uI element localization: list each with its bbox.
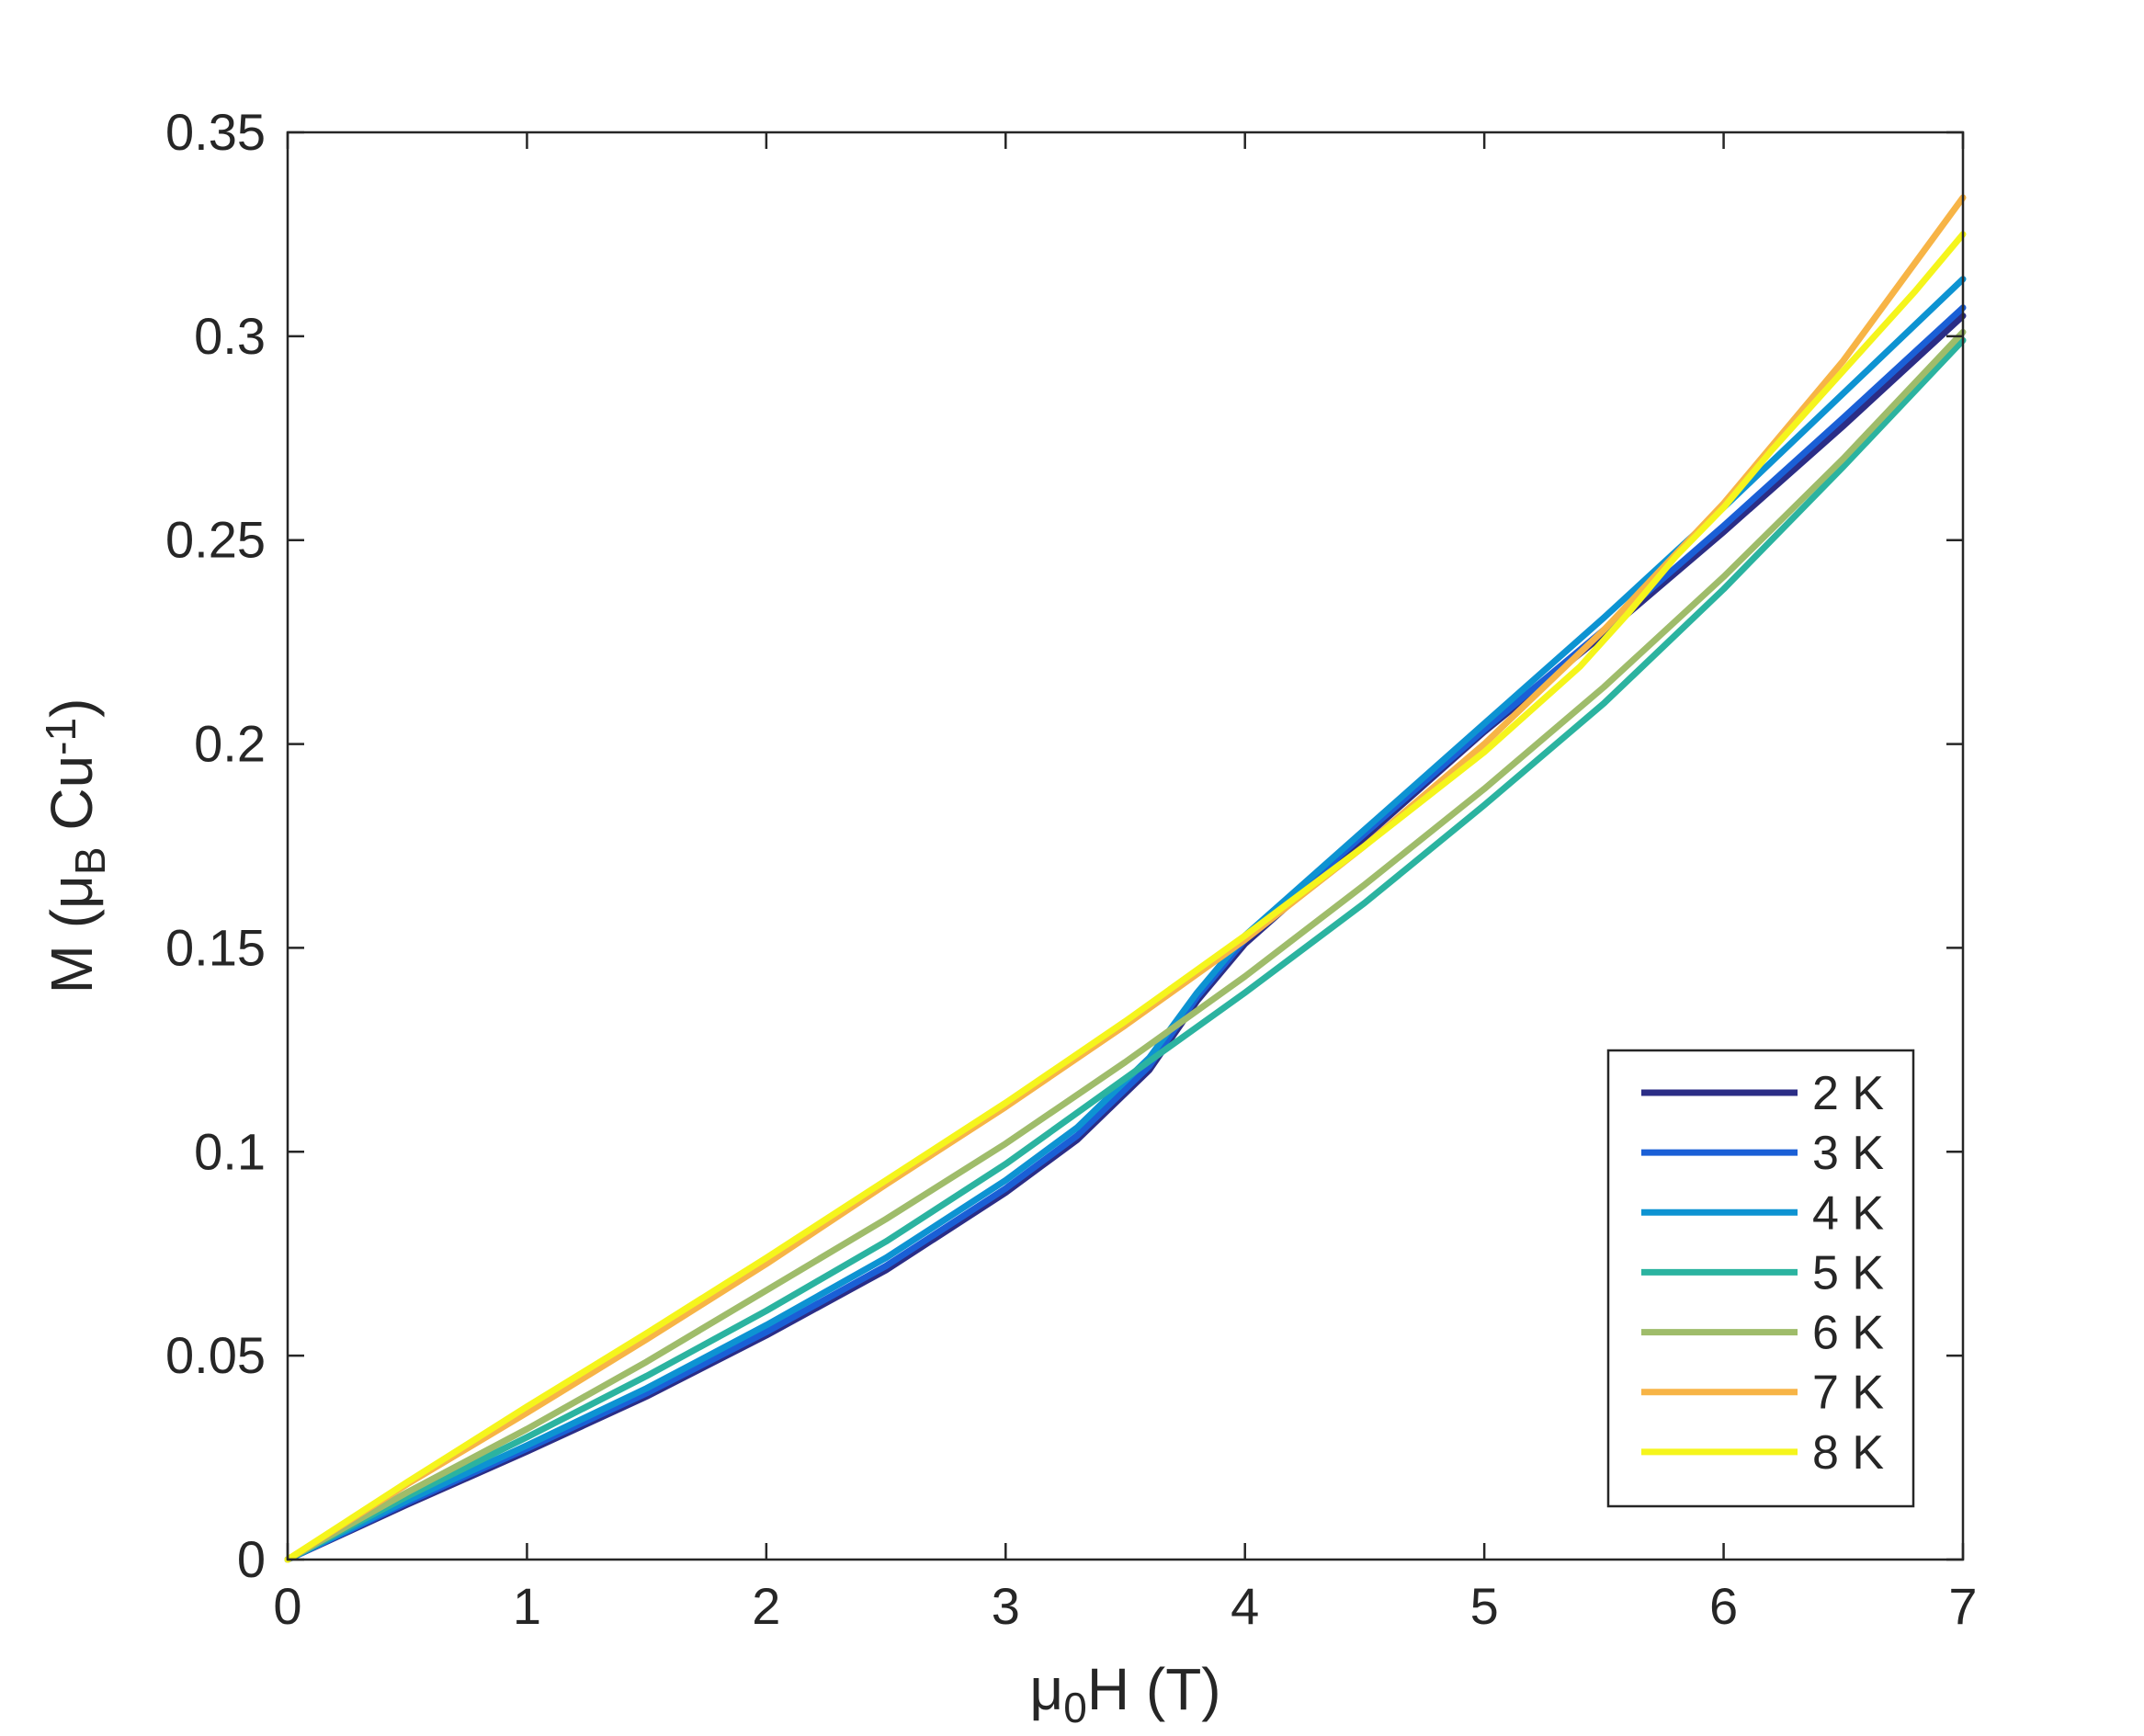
legend-label-4: 5 K <box>1812 1246 1884 1299</box>
series-layer <box>284 194 1967 1563</box>
x-tick-label-1: 1 <box>513 1577 541 1635</box>
y-tick-label-0: 0 <box>237 1530 266 1588</box>
series-line-4 <box>284 336 1967 1563</box>
x-tick-label-2: 2 <box>752 1577 780 1635</box>
y-tick-label-4: 0.2 <box>194 715 266 773</box>
x-axis-label: μ0H (T) <box>1029 1656 1220 1731</box>
legend-label-7: 8 K <box>1812 1426 1884 1480</box>
legend-label-2: 3 K <box>1812 1127 1884 1180</box>
x-axis-label-main: μ <box>1029 1656 1063 1722</box>
y-tick-label-2: 0.1 <box>194 1122 266 1180</box>
y-axis-label-post: ) <box>39 698 105 718</box>
legend-label-5: 6 K <box>1812 1307 1884 1360</box>
series-line-7 <box>284 231 1967 1563</box>
y-tick-label-3: 0.15 <box>165 918 266 976</box>
plot-frame <box>286 130 1965 1561</box>
legend-label-3: 4 K <box>1812 1186 1884 1240</box>
x-tick-label-0: 0 <box>273 1577 301 1635</box>
tick-label-layer: 0 1 2 3 4 5 6 7 0 0.05 0.1 0.15 0.2 0.25 0.3 0.35 <box>165 103 1978 1635</box>
y-tick-label-6: 0.3 <box>194 307 266 365</box>
y-tick-label-5: 0.25 <box>165 511 266 569</box>
y-axis-label-sub: B <box>66 846 114 875</box>
y-axis-label-sup: -1 <box>37 718 85 755</box>
x-tick-label-4: 4 <box>1231 1577 1259 1635</box>
legend-label-6: 7 K <box>1812 1367 1884 1420</box>
x-tick-label-3: 3 <box>992 1577 1020 1635</box>
legend: 2 K 3 K 4 K 5 K 6 K 7 K 8 K <box>1606 1049 1915 1508</box>
tick-layer <box>286 130 1965 1561</box>
x-tick-label-5: 5 <box>1470 1577 1499 1635</box>
x-axis-label-rest: H (T) <box>1087 1656 1221 1722</box>
x-tick-label-7: 7 <box>1948 1577 1977 1635</box>
y-tick-label-1: 0.05 <box>165 1326 266 1384</box>
y-axis-label-pre: M (μ <box>39 875 105 993</box>
plot-area: 0 1 2 3 4 5 6 7 0 0.05 0.1 0.15 0.2 0.25 0.3 0.35 <box>165 103 1978 1635</box>
legend-box <box>1606 1049 1915 1508</box>
legend-label-1: 2 K <box>1812 1067 1884 1120</box>
y-axis-label: M (μB Cu-1) <box>37 698 114 994</box>
y-axis-label-mid: Cu <box>39 755 105 847</box>
legend-items: 2 K 3 K 4 K 5 K 6 K 7 K 8 K <box>1641 1067 1884 1480</box>
series-line-5 <box>284 328 1967 1563</box>
x-tick-label-6: 6 <box>1709 1577 1738 1635</box>
x-axis-label-sub: 0 <box>1063 1684 1087 1731</box>
y-tick-label-7: 0.35 <box>165 103 266 161</box>
